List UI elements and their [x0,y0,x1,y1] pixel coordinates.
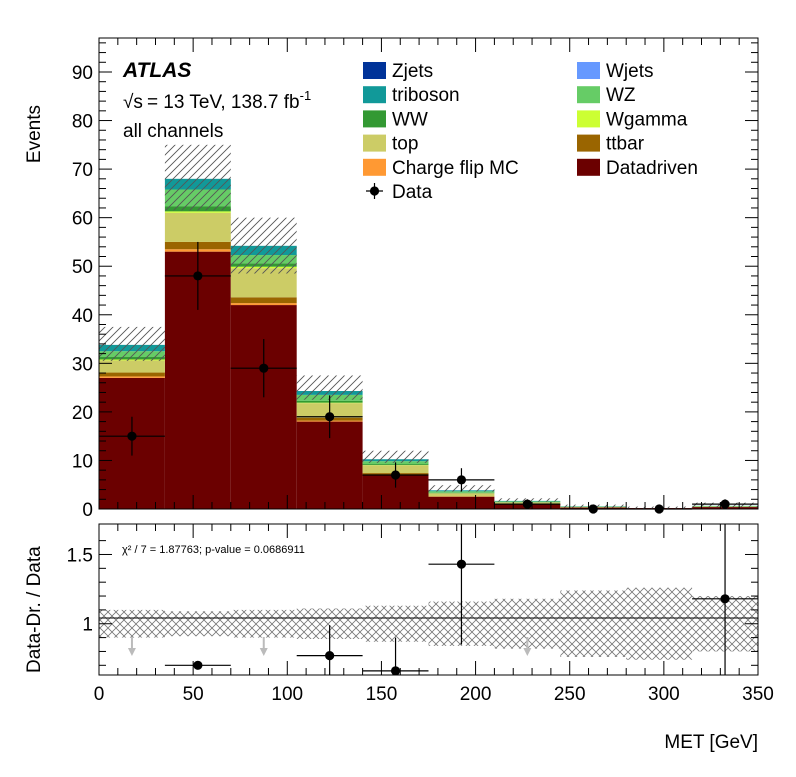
y-tick-label: 90 [72,63,93,84]
uncertainty-band-bin [363,451,429,463]
legend-swatch-charge-flip-mc [363,159,386,176]
x-axis-label: MET [GeV] [664,732,758,753]
legend-swatch-zjets [363,62,386,79]
legend-label: Zjets [392,61,433,82]
bar-top [165,213,231,242]
bar-top [99,360,165,372]
legend-swatch-wz [577,86,600,103]
energy-label: √s= 13 TeV, 138.7 fb-1 [123,88,311,113]
y-tick-label: 50 [72,257,93,278]
legend-label: WZ [606,85,636,106]
legend-label: Data [392,182,433,203]
ratio-band-bin [231,610,297,638]
ratio-point [457,560,466,569]
data-point [193,271,202,280]
offscale-arrow-head [128,648,136,656]
ratio-band-bin [363,606,429,642]
ratio-y-tick-label: 1 [82,615,93,636]
channel-label: all channels [123,121,223,142]
uncertainty-band-bin [165,145,231,211]
bar-ttbar [231,297,297,303]
bar-top [429,493,495,496]
uncertainty-band-bin [99,327,165,361]
energy-lumi-text: = 13 TeV, 138.7 fb [147,92,300,113]
legend-label: top [392,134,418,155]
legend-label: triboson [392,85,460,106]
data-point [127,432,136,441]
y-tick-label: 20 [72,403,93,424]
legend-swatch-datadriven [577,159,600,176]
y-tick-label: 30 [72,354,93,375]
x-tick-label: 100 [271,684,303,705]
legend-data-marker [370,186,379,195]
uncertainty-band-bin [231,218,297,274]
ratio-band-bin [560,590,626,656]
legend-label: Wgamma [606,109,688,130]
data-point [391,470,400,479]
ratio-point [193,661,202,670]
ratio-band-bin [626,588,692,660]
legend-label: Datadriven [606,158,698,179]
x-tick-label: 300 [648,684,680,705]
data-point [720,500,729,509]
bar-charge-flip-mc [99,376,165,377]
ratio-point [325,651,334,660]
bar-charge-flip-mc [231,303,297,305]
bar-wgamma [165,211,231,212]
legend-label: Wjets [606,61,654,82]
legend: Zjets triboson WW top Charge flip MC Data Wjet… [363,61,698,203]
atlas-label: ATLAS [122,59,191,82]
data-point [457,475,466,484]
ratio-point [391,666,400,675]
bar-datadriven [231,305,297,509]
offscale-arrow-head [523,648,531,656]
ratio-band-bin [165,611,231,636]
y-tick-label: 10 [72,451,93,472]
ratio-point [720,594,729,603]
chi2-label: χ² / 7 = 1.87763; p-value = 0.0686911 [122,544,305,556]
ratio-uncertainty-band [99,588,758,660]
data-point [523,500,532,509]
x-tick-label: 250 [554,684,586,705]
y-tick-label: 80 [72,112,93,133]
y-axis-label-top: Events [24,105,45,163]
legend-swatch-ww [363,110,386,127]
x-tick-label: 200 [460,684,492,705]
legend-swatch-wjets [577,62,600,79]
y-tick-label: 40 [72,306,93,327]
legend-swatch-top [363,135,386,152]
legend-swatch-triboson [363,86,386,103]
x-tick-label: 150 [366,684,398,705]
bar-ttbar [99,373,165,377]
legend-swatch-wgamma [577,110,600,127]
x-tick-label: 350 [742,684,774,705]
y-tick-label: 60 [72,209,93,230]
data-point [259,364,268,373]
y-axis-label-ratio: Data-Dr. / Data [24,546,45,673]
legend-swatch-ttbar [577,135,600,152]
legend-label: WW [392,109,428,130]
ratio-y-tick-label: 1.5 [67,545,93,566]
y-tick-label: 0 [82,500,93,521]
x-tick-label: 50 [183,684,204,705]
y-tick-label: 70 [72,160,93,181]
data-point [325,412,334,421]
x-tick-label: 0 [94,684,105,705]
legend-label: ttbar [606,134,645,155]
legend-label: Charge flip MC [392,158,519,179]
lumi-exponent: -1 [300,88,312,103]
offscale-arrow-head [260,648,268,656]
sqrt-s-label: √s [123,92,143,113]
